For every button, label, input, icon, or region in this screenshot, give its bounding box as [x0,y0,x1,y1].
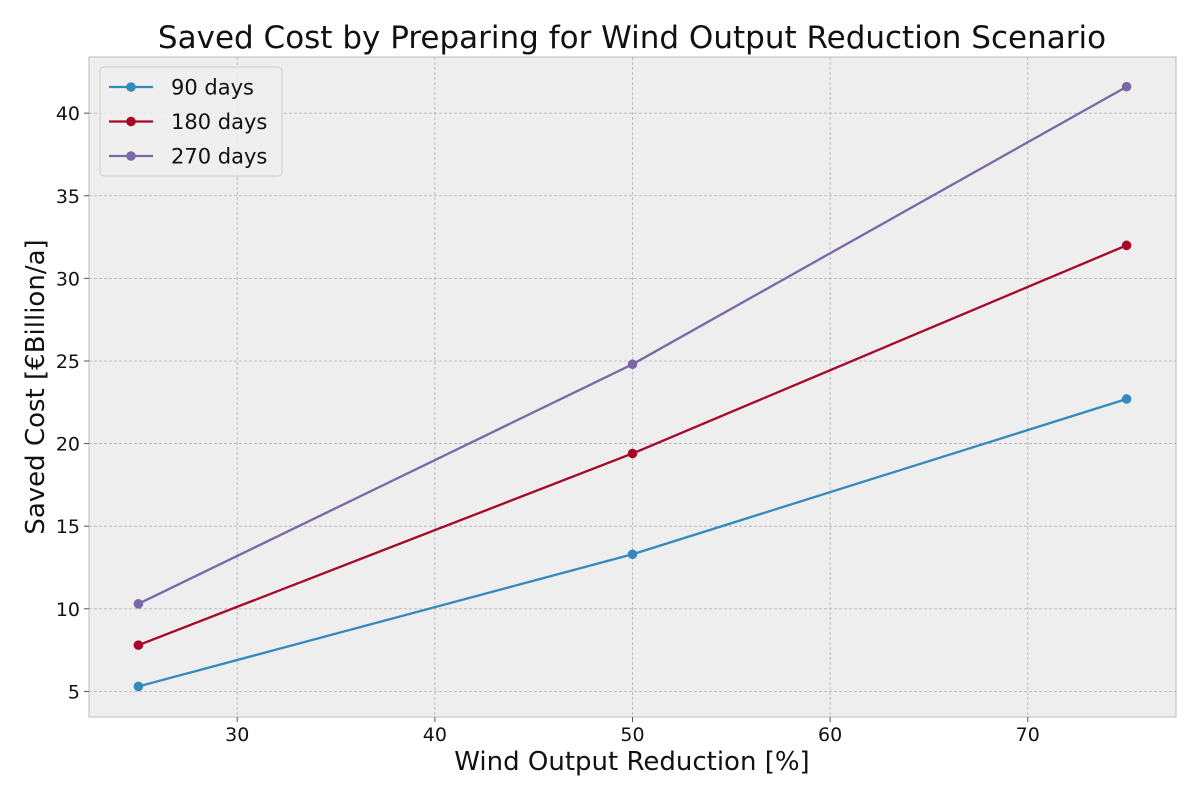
legend-swatch-marker [126,82,136,92]
x-tick-label: 30 [225,724,249,746]
data-point [627,448,638,459]
chart-title: Saved Cost by Preparing for Wind Output … [158,20,1106,56]
series-1 [133,394,1132,692]
legend-label: 180 days [171,110,267,134]
data-point [133,599,144,609]
data-point [627,549,638,560]
y-axis-ticks: 5 10 15 20 25 30 35 40 [56,103,89,703]
legend-item: 180 days [109,110,267,134]
y-tick-label: 15 [56,516,80,538]
legend-swatch-marker [126,151,136,161]
x-tick-label: 60 [818,724,842,746]
x-tick-label: 70 [1016,724,1040,746]
y-tick-label: 25 [56,351,80,373]
y-tick-label: 5 [68,681,80,703]
y-tick-label: 35 [56,186,80,208]
data-point [627,359,638,370]
series-3 [133,81,1132,609]
x-axis-ticks: 30 40 50 60 70 [225,717,1040,746]
y-tick-label: 40 [56,103,80,125]
legend-swatch-marker [126,116,136,127]
legend-item: 270 days [109,145,267,169]
y-tick-label: 10 [56,599,80,621]
y-axis-label: Saved Cost [€Billion/a] [21,239,51,534]
y-tick-label: 30 [56,268,80,290]
series-group [133,81,1132,692]
data-point [1121,394,1132,404]
x-tick-label: 50 [620,724,644,746]
data-point [133,681,144,692]
legend-box [99,66,283,177]
legend-item: 90 days [109,76,254,100]
data-point [133,640,144,650]
legend-label: 270 days [171,145,267,169]
data-point [1121,240,1132,251]
x-axis-label: Wind Output Reduction [%] [454,747,809,777]
series-2 [133,240,1132,650]
legend-items: 90 days 180 days 270 days [109,76,267,169]
data-point [1121,81,1132,92]
legend-label: 90 days [171,76,254,100]
y-tick-label: 20 [56,434,80,456]
x-tick-label: 40 [423,724,447,746]
grid [89,57,1176,717]
legend: 90 days 180 days 270 days [99,66,283,177]
